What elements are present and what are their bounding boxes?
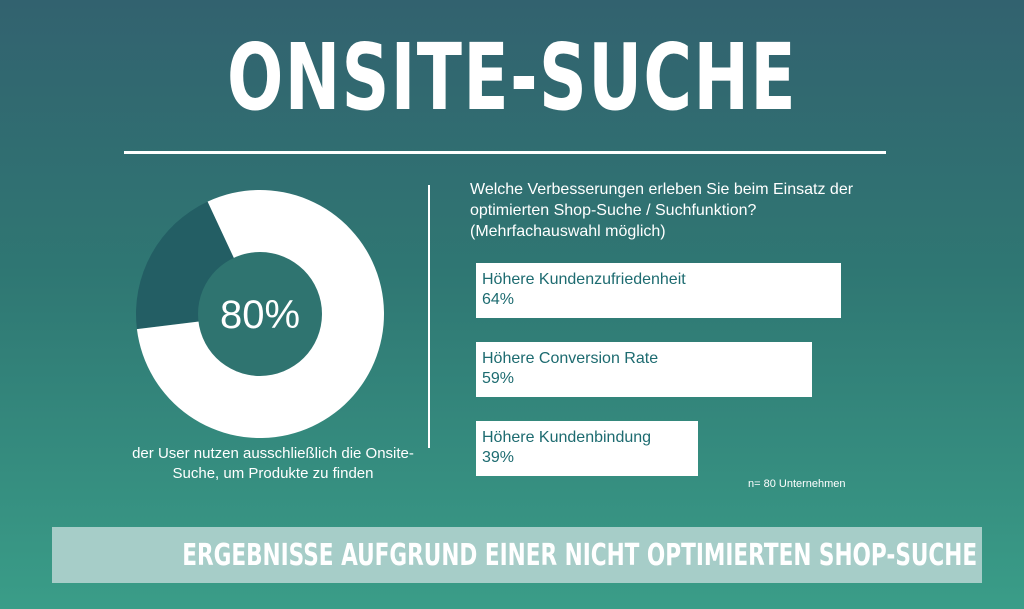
bar-value-label: 39% [482,449,515,466]
page-title: ONSITE-SUCHE [226,24,798,131]
bar-label: Höhere Kundenzufriedenheit [482,271,686,288]
bar-label: Höhere Kundenbindung [482,429,652,446]
bar-value-label: 59% [482,370,515,387]
bar-label: Höhere Conversion Rate [482,350,659,367]
donut-center [198,252,322,376]
vertical-divider [428,185,430,448]
bar: Höhere Conversion Rate 59% [476,342,812,397]
bar-chart: Höhere Kundenzufriedenheit 64% Höhere Conv… [476,263,896,483]
bar-value-label: 64% [482,291,515,308]
donut-value-label: 80% [220,293,300,337]
bar: Höhere Kundenzufriedenheit 64% [476,263,841,318]
sample-size-note: n= 80 Unternehmen [748,478,846,490]
donut-chart: 80% [135,190,384,439]
bar: Höhere Kundenbindung 39% [476,421,698,476]
donut-caption: der User nutzen ausschließlich die Onsit… [132,445,414,482]
title-divider [124,151,886,154]
survey-question: Welche Verbesserungen erleben Sie beim E… [470,181,854,240]
banner-text: ERGEBNISSE AUFGRUND EINER NICHT OPTIMIER… [182,538,978,573]
bottom-banner: ERGEBNISSE AUFGRUND EINER NICHT OPTIMIER… [52,527,982,583]
